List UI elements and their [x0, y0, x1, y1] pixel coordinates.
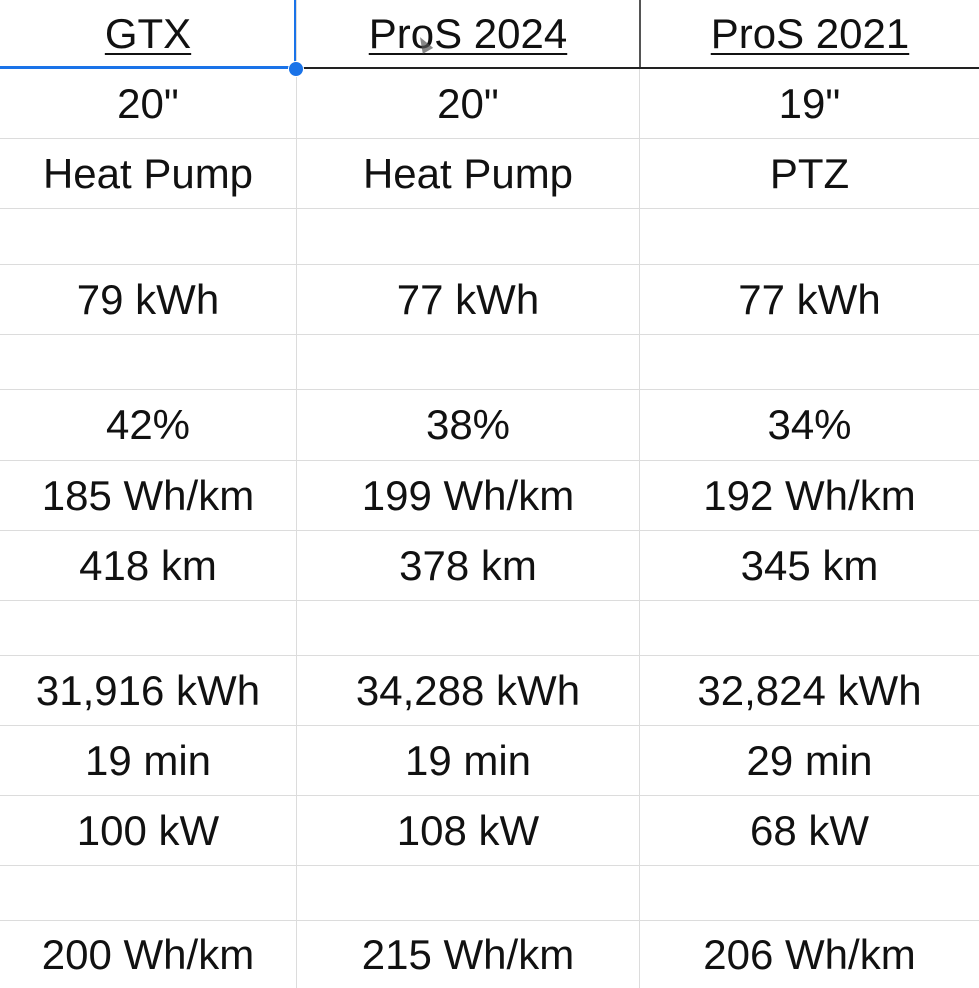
- header-row: GTX ProS 2024 ProS 2021: [0, 0, 979, 69]
- table-cell[interactable]: 215 Wh/km: [296, 921, 639, 988]
- table-cell[interactable]: [639, 866, 979, 920]
- table-cell[interactable]: 34,288 kWh: [296, 656, 639, 725]
- table-cell[interactable]: [0, 601, 296, 655]
- table-cell[interactable]: [639, 335, 979, 389]
- table-cell[interactable]: [639, 601, 979, 655]
- table-row: Heat Pump Heat Pump PTZ: [0, 139, 979, 209]
- table-cell[interactable]: 206 Wh/km: [639, 921, 979, 988]
- table-cell[interactable]: 77 kWh: [296, 265, 639, 334]
- table-row: 20" 20" 19": [0, 69, 979, 139]
- table-row: 31,916 kWh 34,288 kWh 32,824 kWh: [0, 656, 979, 726]
- table-row: 42% 38% 34%: [0, 390, 979, 461]
- table-row: [0, 866, 979, 921]
- table-cell[interactable]: 19": [639, 69, 979, 138]
- table-cell[interactable]: [296, 209, 639, 264]
- table-cell[interactable]: 108 kW: [296, 796, 639, 865]
- table-cell[interactable]: 100 kW: [76, 806, 220, 854]
- fill-handle[interactable]: [288, 61, 304, 77]
- table-row: 19 min 19 min 29 min: [0, 726, 979, 796]
- table-cell[interactable]: 38%: [296, 390, 639, 460]
- table-cell[interactable]: 20": [296, 69, 639, 138]
- table-cell[interactable]: 79 kWh: [76, 275, 220, 323]
- header-cell-pros-2024[interactable]: ProS 2024: [296, 0, 639, 67]
- table-cell[interactable]: 34%: [639, 390, 979, 460]
- table-cell[interactable]: 199 Wh/km: [296, 461, 639, 530]
- table-cell[interactable]: 185 Wh/km: [41, 471, 255, 519]
- table-cell[interactable]: [0, 209, 296, 264]
- table-cell[interactable]: 31,916 kWh: [35, 666, 261, 714]
- table-cell[interactable]: Heat Pump: [42, 149, 254, 197]
- header-cell-pros-2021[interactable]: ProS 2021: [639, 0, 979, 67]
- table-cell[interactable]: Heat Pump: [296, 139, 639, 208]
- table-row: 79 kWh 77 kWh 77 kWh: [0, 265, 979, 335]
- table-cell[interactable]: 68 kW: [639, 796, 979, 865]
- table-cell[interactable]: 20": [117, 79, 179, 127]
- table-cell[interactable]: 345 km: [639, 531, 979, 600]
- table-row: [0, 209, 979, 265]
- table-row: [0, 335, 979, 390]
- table-cell[interactable]: PTZ: [639, 139, 979, 208]
- table-cell[interactable]: [0, 866, 296, 920]
- table-cell[interactable]: 192 Wh/km: [639, 461, 979, 530]
- table-row: [0, 601, 979, 656]
- table-cell[interactable]: 42%: [105, 401, 191, 448]
- table-cell[interactable]: 29 min: [639, 726, 979, 795]
- table-row: 100 kW 108 kW 68 kW: [0, 796, 979, 866]
- table-row: 185 Wh/km 199 Wh/km 192 Wh/km: [0, 461, 979, 531]
- table-cell[interactable]: 32,824 kWh: [639, 656, 979, 725]
- header-cell-gtx[interactable]: GTX: [104, 9, 192, 57]
- table-cell[interactable]: [296, 866, 639, 920]
- table-cell[interactable]: [639, 209, 979, 264]
- table-cell[interactable]: 200 Wh/km: [41, 930, 255, 978]
- table-cell[interactable]: [0, 335, 296, 389]
- table-cell[interactable]: [296, 601, 639, 655]
- table-cell[interactable]: 19 min: [296, 726, 639, 795]
- table-row: 200 Wh/km 215 Wh/km 206 Wh/km: [0, 921, 979, 988]
- table-row: 418 km 378 km 345 km: [0, 531, 979, 601]
- table-cell[interactable]: [296, 335, 639, 389]
- table-cell[interactable]: 418 km: [79, 541, 217, 589]
- table-cell[interactable]: 378 km: [296, 531, 639, 600]
- table-cell[interactable]: 19 min: [84, 736, 212, 784]
- table-cell[interactable]: 77 kWh: [639, 265, 979, 334]
